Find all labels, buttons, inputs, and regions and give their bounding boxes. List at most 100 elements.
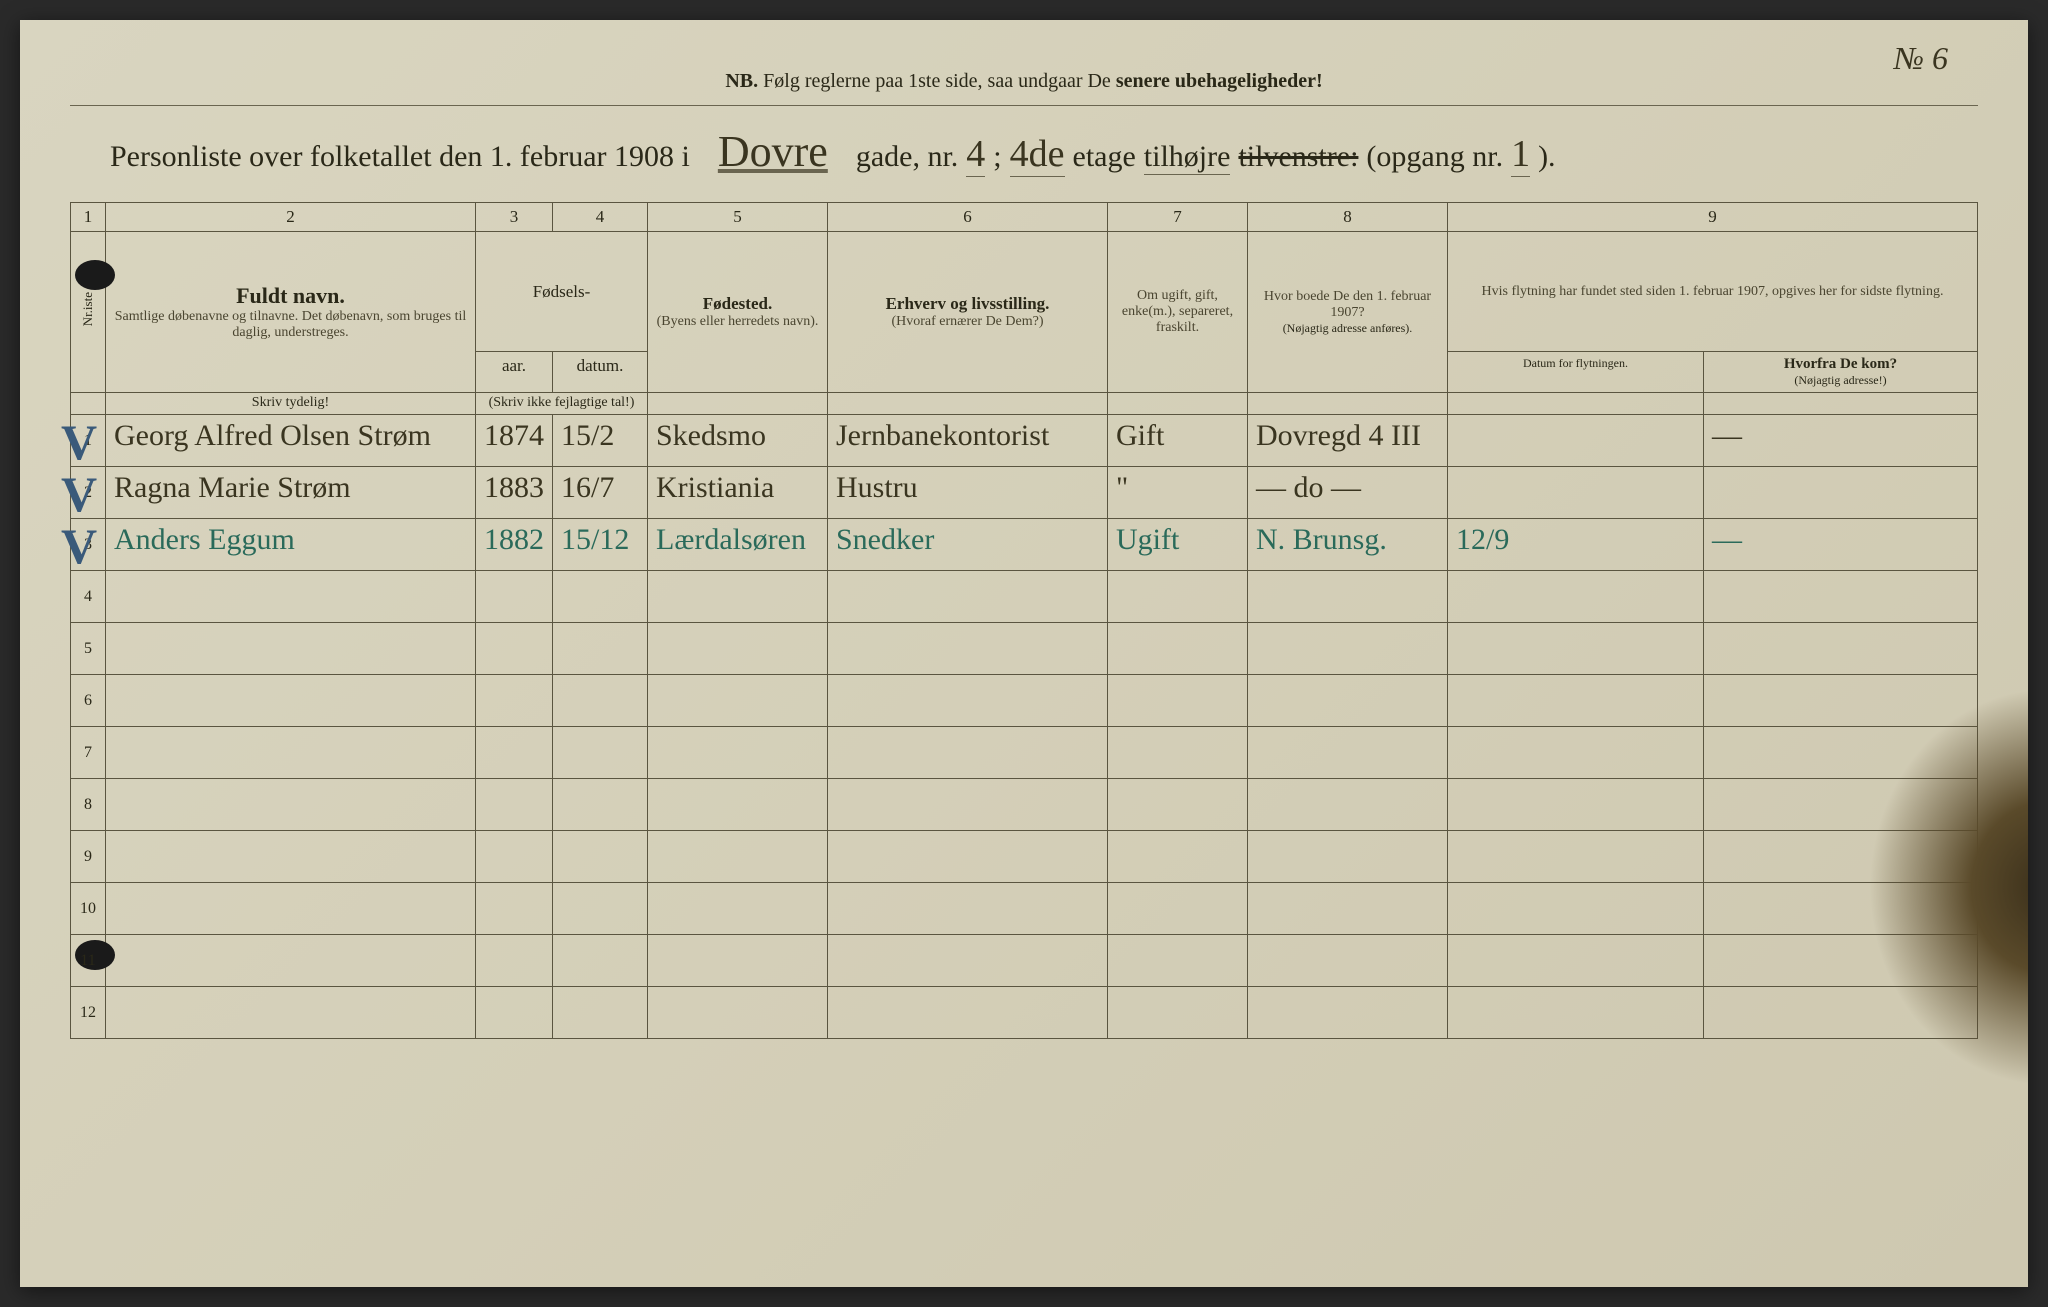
col-header-birthplace: Fødested. (Byens eller herredets navn).	[648, 232, 828, 393]
cell-year: 1882	[476, 519, 553, 571]
cell-occupation: Hustru	[828, 467, 1108, 519]
cell-occupation: Jernbanekontorist	[828, 415, 1108, 467]
check-mark-icon: V	[61, 484, 97, 504]
cell-year: 1874	[476, 415, 553, 467]
title-text-4: etage	[1073, 140, 1136, 174]
col-header-move-date: Datum for flytningen.	[1448, 352, 1704, 393]
row-number: 7	[71, 727, 106, 779]
binder-hole	[75, 260, 115, 290]
col-header-nr: Nr.iste	[71, 232, 106, 393]
col-header-name: Fuldt navn. Samtlige døbenavne og tilnav…	[106, 232, 476, 393]
cell-marital: Gift	[1108, 415, 1248, 467]
row-number: V2	[71, 467, 106, 519]
col-header-birth-group: Fødsels-	[476, 232, 648, 352]
table-row-empty: 11	[71, 935, 1978, 987]
street-name: Dovre	[698, 126, 848, 177]
cell-marital: Ugift	[1108, 519, 1248, 571]
cell-date: 16/7	[553, 467, 648, 519]
table-row-empty: 12	[71, 987, 1978, 1039]
cell-birthplace: Skedsmo	[648, 415, 828, 467]
form-title: Personliste over folketallet den 1. febr…	[70, 126, 1978, 177]
table-row-empty: 10	[71, 883, 1978, 935]
col-header-date: datum.	[553, 352, 648, 393]
row-number: V3	[71, 519, 106, 571]
col-num: 8	[1248, 203, 1448, 232]
col-header-move-from: Hvorfra De kom? (Nøjagtig adresse!)	[1703, 352, 1977, 393]
col-num: 6	[828, 203, 1108, 232]
col-num: 9	[1448, 203, 1978, 232]
title-text-3: ;	[993, 140, 1001, 174]
col-header-occupation: Erhverv og livsstilling. (Hvoraf ernærer…	[828, 232, 1108, 393]
cell-name: Georg Alfred Olsen Strøm	[106, 415, 476, 467]
census-form-page: № 6 NB. Følg reglerne paa 1ste side, saa…	[20, 20, 2028, 1287]
cell-birthplace: Kristiania	[648, 467, 828, 519]
row-number: 9	[71, 831, 106, 883]
table-row-empty: 8	[71, 779, 1978, 831]
col-header-addr1907: Hvor boede De den 1. februar 1907? (Nøja…	[1248, 232, 1448, 393]
column-number-row: 1 2 3 4 5 6 7 8 9	[71, 203, 1978, 232]
nb-notice: NB. Følg reglerne paa 1ste side, saa und…	[70, 70, 1978, 106]
title-text-5: (opgang nr.	[1366, 140, 1503, 174]
row-number: 8	[71, 779, 106, 831]
row-number: 4	[71, 571, 106, 623]
col-num: 5	[648, 203, 828, 232]
side-struck: tilvenstre:	[1238, 140, 1358, 174]
nb-emphasis: senere ubehageligheder!	[1116, 70, 1323, 92]
row-number: 11	[71, 935, 106, 987]
nb-prefix: NB.	[725, 70, 758, 92]
table-row-empty: 4	[71, 571, 1978, 623]
cell-marital: "	[1108, 467, 1248, 519]
table-row: V2 Ragna Marie Strøm 1883 16/7 Kristiani…	[71, 467, 1978, 519]
cell-move-date	[1448, 415, 1704, 467]
check-mark-icon: V	[61, 432, 97, 452]
col-num: 2	[106, 203, 476, 232]
page-number: № 6	[1894, 40, 1948, 77]
row-number: 12	[71, 987, 106, 1039]
cell-name: Ragna Marie Strøm	[106, 467, 476, 519]
title-text-2: gade, nr.	[856, 140, 958, 174]
row-number: V1	[71, 415, 106, 467]
check-mark-icon: V	[61, 536, 97, 556]
row-number: 6	[71, 675, 106, 727]
table-row-empty: 6	[71, 675, 1978, 727]
row-number: 5	[71, 623, 106, 675]
cell-addr1907: — do —	[1248, 467, 1448, 519]
house-number: 4	[966, 132, 985, 177]
census-table: 1 2 3 4 5 6 7 8 9 Nr.iste Fuldt navn. Sa…	[70, 202, 1978, 1039]
instruction-row: Skriv tydelig! (Skriv ikke fejlagtige ta…	[71, 393, 1978, 415]
cell-addr1907: N. Brunsg.	[1248, 519, 1448, 571]
cell-move-date: 12/9	[1448, 519, 1704, 571]
cell-birthplace: Lærdalsøren	[648, 519, 828, 571]
col-num: 7	[1108, 203, 1248, 232]
paper-damage	[1868, 687, 2028, 1087]
cell-addr1907: Dovregd 4 III	[1248, 415, 1448, 467]
cell-date: 15/2	[553, 415, 648, 467]
cell-move-from: —	[1703, 415, 1977, 467]
col-header-move-group: Hvis flytning har fundet sted siden 1. f…	[1448, 232, 1978, 352]
table-row: V3 Anders Eggum 1882 15/12 Lærdalsøren S…	[71, 519, 1978, 571]
side-label: tilhøjre	[1144, 140, 1231, 175]
title-text-6: ).	[1538, 140, 1556, 174]
floor-number: 4de	[1010, 132, 1065, 177]
col-header-marital: Om ugift, gift, enke(m.), separeret, fra…	[1108, 232, 1248, 393]
table-row: V1 Georg Alfred Olsen Strøm 1874 15/2 Sk…	[71, 415, 1978, 467]
cell-year: 1883	[476, 467, 553, 519]
nb-text: Følg reglerne paa 1ste side, saa undgaar…	[763, 70, 1111, 92]
cell-occupation: Snedker	[828, 519, 1108, 571]
col-num: 3	[476, 203, 553, 232]
column-header-row: Nr.iste Fuldt navn. Samtlige døbenavne o…	[71, 232, 1978, 352]
row-number: 10	[71, 883, 106, 935]
title-text-1: Personliste over folketallet den 1. febr…	[110, 140, 690, 174]
entrance-number: 1	[1511, 132, 1530, 177]
cell-date: 15/12	[553, 519, 648, 571]
col-num: 4	[553, 203, 648, 232]
col-header-year: aar.	[476, 352, 553, 393]
cell-move-from: —	[1703, 519, 1977, 571]
table-row-empty: 7	[71, 727, 1978, 779]
write-clearly-label: Skriv tydelig!	[106, 393, 476, 415]
table-row-empty: 9	[71, 831, 1978, 883]
col-num: 1	[71, 203, 106, 232]
cell-move-from	[1703, 467, 1977, 519]
cell-move-date	[1448, 467, 1704, 519]
table-row-empty: 5	[71, 623, 1978, 675]
